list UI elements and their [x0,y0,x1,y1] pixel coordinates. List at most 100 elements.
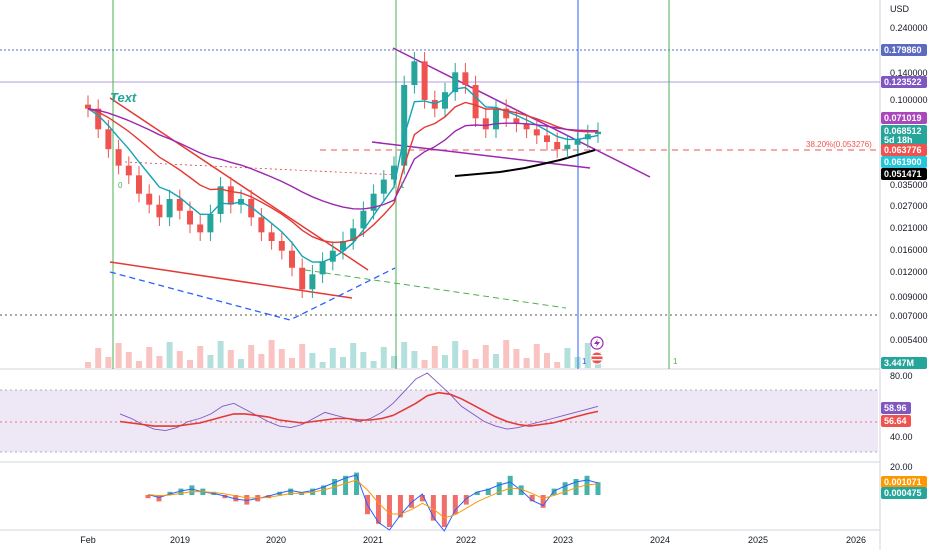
candle-body[interactable] [523,123,530,130]
svg-text:0.061900: 0.061900 [884,157,922,167]
candle-body[interactable] [564,144,571,150]
candle-body[interactable] [197,224,204,233]
candle-body[interactable] [85,104,91,109]
candle-body[interactable] [370,193,377,211]
candle-body[interactable] [452,72,459,93]
candle-body[interactable] [217,186,224,214]
price-tag: 5d 18h [881,134,927,146]
candle-body[interactable] [95,108,102,130]
channel-lower-line[interactable] [109,261,353,299]
candle-body[interactable] [462,72,469,85]
candle-body[interactable] [176,198,183,211]
volume-bar [299,344,306,368]
candle-body[interactable] [401,84,408,166]
candle-body[interactable] [115,149,122,166]
candle-body[interactable] [248,198,255,218]
candle-body[interactable] [187,210,193,225]
rsi-tick-label: 40.00 [890,432,913,442]
candle-body[interactable] [105,129,112,150]
price-axis[interactable]: USD 0.240000 0.140000 0.100000 0.035000 0.02… [890,4,928,345]
event-us-flag-icon[interactable] [590,351,604,365]
rsi-axis: 80.00 40.00 20.00 58.96 56.64 0.0010710.00047… [881,371,927,499]
macd-histogram-bar [167,491,173,495]
candle-body[interactable] [533,129,540,136]
candle-body[interactable] [268,232,275,241]
candle-body[interactable] [442,92,448,109]
macd-histogram-bar [354,472,360,495]
ema-short-line[interactable] [87,86,599,263]
candle-body[interactable] [482,118,489,130]
volume-bar [319,362,326,368]
candle-body[interactable] [544,135,550,142]
ema-long-line[interactable] [87,108,599,210]
candle-body[interactable] [421,61,428,100]
blue-dashed-bottom[interactable] [109,267,396,321]
volume-bar [523,358,530,368]
macd-histogram-bar [595,482,601,495]
candle-body[interactable] [360,210,367,229]
cycle-one-label: 1 [400,181,405,190]
volume-bar [238,359,244,368]
candle-body[interactable] [554,141,561,150]
candle-body[interactable] [227,186,234,205]
price-tag: 0.071019 [881,112,927,124]
candle-body[interactable] [584,134,591,140]
time-tick-label: 2020 [266,535,286,545]
black-trend-line[interactable] [454,149,596,177]
volume-bar [421,360,428,368]
volume-bar [187,360,193,368]
volume-bar [401,342,408,368]
triangle-upper-line[interactable] [392,47,651,178]
rsi-line[interactable] [119,372,599,432]
event-lightning-icon[interactable] [590,336,604,350]
volume-bar [350,343,357,368]
rsi-tick-label: 20.00 [890,462,913,472]
candle-body[interactable] [431,99,438,109]
candle-body[interactable] [380,179,387,194]
candle-body[interactable] [340,240,346,251]
price-tag: 0.063776 [881,144,927,156]
candle-body[interactable] [513,118,520,124]
candle-body[interactable] [574,139,581,145]
volume-bar [268,340,275,368]
candle-body[interactable] [156,204,163,218]
candle-body[interactable] [411,61,418,85]
candle-body[interactable] [319,261,326,275]
candle-body[interactable] [503,108,510,119]
currency-label: USD [890,4,910,14]
candle-body[interactable] [299,267,306,290]
candle-body[interactable] [136,175,142,194]
svg-text:0.001071: 0.001071 [884,477,922,487]
candle-body[interactable] [258,217,265,233]
candle-body[interactable] [125,165,132,176]
macd-histogram-bar [573,479,579,495]
macd-histogram-bar [244,495,250,505]
green-dashed-line[interactable] [304,269,567,309]
rsi-ma-line[interactable] [119,391,599,427]
triangle-lower-line[interactable] [371,141,591,169]
volume-bar [340,357,346,368]
macd-histogram-bar [222,495,228,499]
candle-body[interactable] [309,274,316,290]
macd-signal-line[interactable] [147,479,599,519]
ema-mid-line[interactable] [87,101,598,244]
annotation-text[interactable]: Text [110,90,137,105]
candle-body[interactable] [207,213,214,233]
candle-body[interactable] [391,165,397,180]
candle-body[interactable] [472,84,479,119]
price-tick-label: 0.009000 [890,292,928,302]
candle-body[interactable] [278,240,285,251]
candle-body[interactable] [289,250,295,268]
candle-body[interactable] [350,228,357,241]
candle-body[interactable] [166,198,173,218]
macd-histogram-bar [145,495,151,499]
candle-body[interactable] [493,108,499,130]
volume-bar [472,359,479,368]
volume-bar [115,343,122,368]
candle-body[interactable] [329,250,336,262]
time-axis[interactable]: Feb 2019 2020 2021 2022 2023 2024 2025 2026 [80,535,866,545]
candle-body[interactable] [595,131,601,135]
macd-line[interactable] [147,474,599,532]
candle-body[interactable] [146,193,153,205]
